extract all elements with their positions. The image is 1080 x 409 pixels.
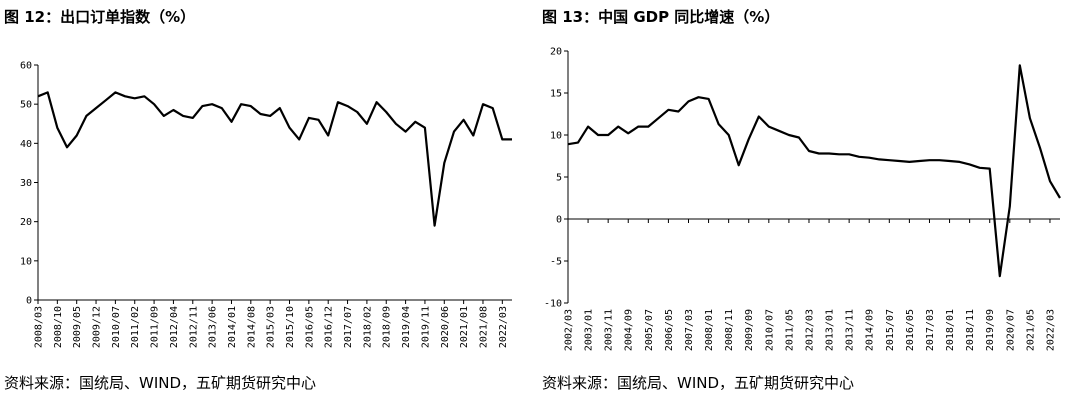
- x-tick-label: 2019/04: [401, 306, 412, 348]
- x-tick-label: 2010/07: [764, 309, 775, 351]
- x-tick-label: 2018/02: [362, 306, 373, 348]
- x-tick-label: 2009/09: [744, 309, 755, 351]
- x-tick-label: 2012/03: [804, 309, 815, 351]
- x-tick-label: 2018/11: [965, 309, 976, 351]
- series-line: [37, 91, 512, 227]
- x-tick-label: 2020/06: [440, 306, 451, 348]
- x-tick-label: 2010/07: [111, 306, 122, 348]
- y-tick-label: -5: [550, 257, 562, 268]
- x-tick-label: 2013/11: [845, 309, 856, 351]
- x-tick-label: 2019/11: [420, 306, 431, 348]
- y-tick-label: 10: [550, 131, 562, 142]
- source-note: 资料来源：国统局、WIND，五矿期货研究中心: [542, 374, 854, 392]
- x-tick-label: 2013/01: [825, 309, 836, 351]
- x-tick-label: 2002/03: [564, 309, 575, 351]
- series-line: [567, 64, 1061, 278]
- x-tick-label: 2003/01: [584, 309, 595, 351]
- chart-title: 图 13：中国 GDP 同比增速（%）: [542, 8, 779, 26]
- x-tick-label: 2011/05: [784, 309, 795, 351]
- x-tick-label: 2011/09: [150, 306, 161, 348]
- x-tick-label: 2008/11: [724, 309, 735, 351]
- x-tick-label: 2011/02: [130, 306, 141, 348]
- y-tick-label: 15: [550, 89, 562, 100]
- x-tick-label: 2016/05: [905, 309, 916, 351]
- y-tick-label: 20: [20, 217, 32, 228]
- x-tick-label: 2009/12: [92, 306, 103, 348]
- y-tick-label: 20: [550, 47, 562, 58]
- x-tick-label: 2007/03: [684, 309, 695, 351]
- x-tick-label: 2009/05: [72, 306, 83, 348]
- x-tick-label: 2012/11: [188, 306, 199, 348]
- x-tick-label: 2018/01: [945, 309, 956, 351]
- x-tick-label: 2008/01: [704, 309, 715, 351]
- x-tick-label: 2014/08: [246, 306, 257, 348]
- y-tick-label: 10: [20, 256, 32, 267]
- x-tick-label: 2021/05: [1025, 309, 1036, 351]
- x-tick-label: 2021/01: [459, 306, 470, 348]
- x-tick-label: 2020/07: [1005, 309, 1016, 351]
- x-tick-label: 2018/09: [382, 306, 393, 348]
- x-tick-label: 2022/03: [1045, 309, 1056, 351]
- x-tick-label: 2022/03: [498, 306, 509, 348]
- x-tick-label: 2016/05: [304, 306, 315, 348]
- x-tick-label: 2014/09: [865, 309, 876, 351]
- x-tick-label: 2019/09: [985, 309, 996, 351]
- x-tick-label: 2015/07: [885, 309, 896, 351]
- x-tick-label: 2003/11: [604, 309, 615, 351]
- y-tick-label: 40: [20, 139, 32, 150]
- x-tick-label: 2006/05: [664, 309, 675, 351]
- source-note: 资料来源：国统局、WIND，五矿期货研究中心: [4, 374, 316, 392]
- y-tick-label: 0: [26, 296, 32, 307]
- y-tick-label: -10: [544, 299, 562, 310]
- x-tick-label: 2008/03: [34, 306, 45, 348]
- x-tick-label: 2008/10: [53, 306, 64, 348]
- x-tick-label: 2017/07: [343, 306, 354, 348]
- x-tick-label: 2005/07: [644, 309, 655, 351]
- y-tick-label: 30: [20, 178, 32, 189]
- y-tick-label: 50: [20, 100, 32, 111]
- x-tick-label: 2016/12: [324, 306, 335, 348]
- x-tick-label: 2014/01: [227, 306, 238, 348]
- x-tick-label: 2004/09: [624, 309, 635, 351]
- x-tick-label: 2017/03: [925, 309, 936, 351]
- x-tick-label: 2013/06: [208, 306, 219, 348]
- x-tick-label: 2012/04: [169, 306, 180, 348]
- y-tick-label: 60: [20, 61, 32, 72]
- x-tick-label: 2021/08: [478, 306, 489, 348]
- chart-title: 图 12：出口订单指数（%）: [4, 8, 195, 26]
- y-tick-label: 0: [556, 215, 562, 226]
- x-tick-label: 2015/03: [266, 306, 277, 348]
- x-tick-label: 2015/10: [285, 306, 296, 348]
- y-tick-label: 5: [556, 173, 562, 184]
